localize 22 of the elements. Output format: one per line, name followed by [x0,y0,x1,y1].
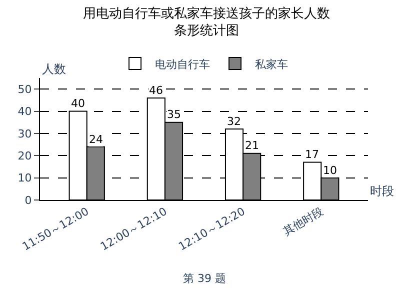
y-axis-title: 人数 [42,62,66,76]
text: 第 39 题 [183,272,226,285]
data-label: 24 [89,133,103,146]
y-tick-label: 50 [18,82,32,96]
data-label: 17 [305,148,319,161]
y-tick-label: 0 [24,194,32,207]
y-tick-label: 30 [18,127,32,140]
data-label: 35 [167,108,181,121]
data-label: 21 [245,139,259,152]
legend-label: 电动自行车 [155,58,210,71]
data-label: 10 [323,164,337,177]
x-tick-label: 其他时段 [280,204,326,238]
data-label: 32 [227,115,241,128]
y-tick-label: 20 [18,149,32,162]
y-tick-label: 10 [18,172,32,185]
x-axis-title: 时段 [370,184,394,198]
legend-label: 私家车 [255,58,288,71]
y-tick-label: 40 [18,105,32,118]
chart-subtitle: 条形统计图 [174,23,239,38]
data-label: 46 [149,84,163,97]
data-label: 40 [71,97,85,110]
chart-title: 用电动自行车或私家车接送孩子的家长人数 [83,5,330,22]
